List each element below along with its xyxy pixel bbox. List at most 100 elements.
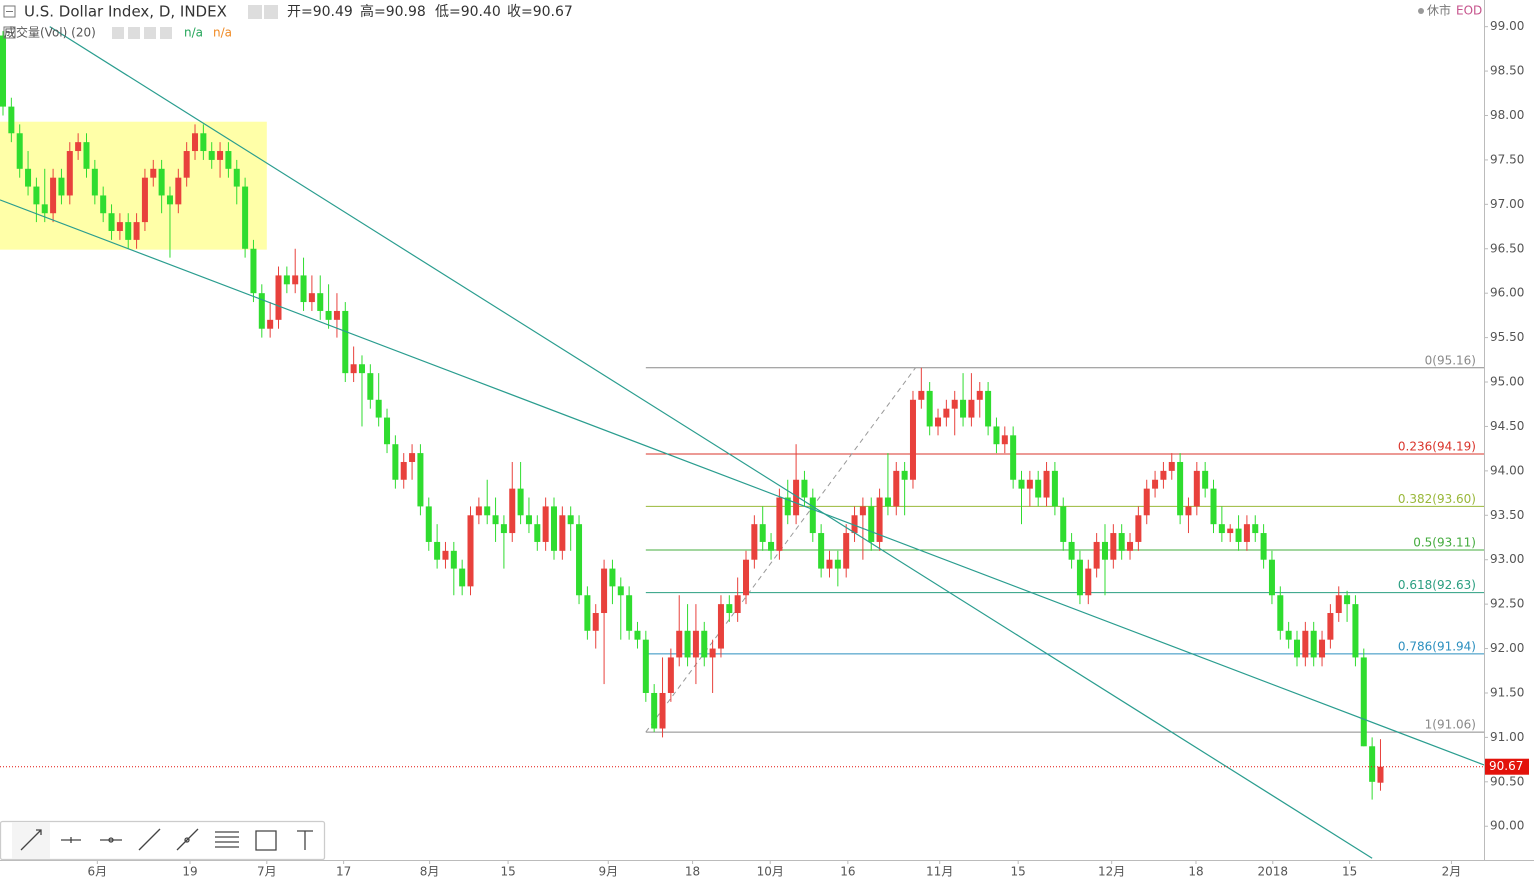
candle-body	[217, 151, 224, 160]
candle-body	[1252, 524, 1259, 534]
candle-body	[41, 204, 48, 214]
x-tick-label: 10月	[757, 865, 784, 879]
collapse-icon[interactable]	[3, 26, 16, 39]
candle-body	[384, 417, 391, 445]
ohlc-value: 收=90.67	[507, 4, 573, 20]
tool-horizontal[interactable]	[61, 837, 81, 843]
candle-body	[751, 524, 758, 560]
header: U.S. Dollar Index, D, INDEX	[3, 3, 1424, 39]
settings-icon[interactable]	[264, 5, 278, 19]
y-tick-label: 93.50	[1490, 508, 1524, 522]
candle-body	[951, 399, 958, 409]
candle-body	[459, 568, 466, 587]
candle-body	[985, 390, 992, 427]
candle-body	[909, 399, 916, 480]
tool-trend[interactable]	[138, 828, 161, 851]
indicator-icon[interactable]	[144, 27, 156, 39]
tool-arrow[interactable]	[20, 829, 42, 851]
y-tick-label: 98.50	[1490, 64, 1524, 78]
candle-body	[392, 444, 399, 480]
candle-body	[1001, 435, 1008, 445]
candle-body	[776, 497, 783, 551]
candle-body	[1202, 470, 1209, 489]
tool-ray[interactable]	[100, 837, 122, 843]
y-tick-label: 94.00	[1490, 463, 1524, 477]
candle-body	[943, 408, 950, 418]
candle-body	[918, 390, 925, 400]
candle-body	[1118, 533, 1125, 551]
candle-body	[91, 168, 98, 196]
candle-body	[1243, 524, 1250, 542]
indicator-value: n/a	[184, 26, 203, 40]
candle-body	[1360, 657, 1367, 747]
indicator-icon[interactable]	[160, 27, 172, 39]
candle-body	[442, 550, 449, 560]
candle-body	[25, 168, 32, 187]
x-tick-label: 6月	[88, 865, 108, 879]
candle-body	[33, 186, 40, 205]
y-tick-label: 99.00	[1490, 19, 1524, 33]
candle-body	[417, 453, 424, 507]
candle-body	[475, 506, 482, 516]
candle-body	[542, 506, 549, 542]
candle-body	[108, 213, 115, 231]
candle-body	[125, 222, 132, 240]
candle-body	[1168, 461, 1175, 471]
candle-body	[1068, 541, 1075, 560]
candle-body	[292, 275, 299, 285]
tool-fib[interactable]	[215, 831, 239, 848]
candle-body	[818, 533, 825, 569]
candle-body	[534, 524, 541, 542]
candle-body	[1193, 470, 1200, 507]
y-tick-label: 96.00	[1490, 286, 1524, 300]
y-tick-label: 95.00	[1490, 375, 1524, 389]
candle-body	[1235, 528, 1242, 542]
candle-body	[1260, 533, 1267, 560]
candle-body	[1076, 559, 1083, 596]
y-tick-label: 90.50	[1490, 774, 1524, 788]
candle-body	[116, 222, 123, 231]
candle-body	[133, 222, 140, 240]
tool-rect[interactable]	[255, 830, 277, 851]
tool-text[interactable]	[297, 830, 313, 850]
candle-body	[175, 177, 182, 205]
candle-body	[250, 248, 257, 294]
candle-body	[1060, 506, 1067, 542]
candle-body	[876, 497, 883, 542]
candle-body	[1293, 639, 1301, 658]
candle-body	[1344, 595, 1351, 605]
candle-body	[83, 142, 90, 169]
y-tick-label: 97.50	[1490, 152, 1524, 166]
candle-body	[859, 506, 866, 516]
indicator-icon[interactable]	[128, 27, 140, 39]
y-tick-label: 91.00	[1490, 730, 1524, 744]
trend-line	[0, 199, 1485, 766]
status-dot	[1418, 8, 1424, 14]
settings-icon[interactable]	[248, 5, 262, 19]
candle-body	[1101, 541, 1108, 560]
candle-body	[1185, 506, 1192, 516]
indicator-name: 成交量(Vol) (20)	[4, 25, 96, 40]
candle-body	[166, 195, 173, 205]
ohlc-value: 低=90.40	[435, 4, 501, 20]
candle-body	[1218, 524, 1225, 534]
candle-body	[100, 195, 107, 214]
candle-body	[342, 310, 349, 374]
candle-body	[834, 559, 841, 569]
y-tick-label: 94.50	[1490, 419, 1524, 433]
collapse-icon[interactable]	[3, 5, 16, 18]
candle-body	[1227, 528, 1234, 534]
tool-line[interactable]	[176, 828, 199, 851]
candle-body	[509, 488, 516, 534]
fib-level-label: 0.618(92.63)	[1398, 578, 1476, 592]
candle-body	[667, 657, 674, 693]
candle-body	[1352, 604, 1359, 658]
candle-body	[350, 364, 357, 374]
candle-body	[66, 151, 73, 196]
candle-body	[400, 461, 407, 480]
candle-body	[759, 524, 766, 542]
indicator-icon[interactable]	[112, 27, 124, 39]
plot: 0(95.16) 0.236(94.19) 0.382(93.60) 0.5(93.1…	[0, 26, 1485, 859]
x-tick-label: 18	[685, 865, 700, 879]
fib-level-label: 0(95.16)	[1425, 353, 1476, 367]
